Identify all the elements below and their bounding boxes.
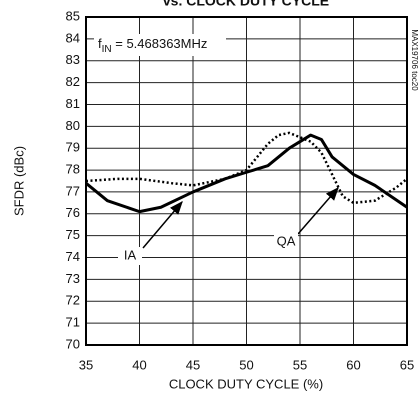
- chart-title: vs. CLOCK DUTY CYCLE: [163, 0, 329, 9]
- annotation-part: IN: [102, 44, 112, 55]
- y-tick-label: 70: [66, 336, 80, 351]
- annotation-part: = 5.468363MHz: [112, 36, 208, 51]
- y-tick-label: 85: [66, 8, 80, 23]
- y-tick-label: 71: [66, 315, 80, 330]
- annotation: fIN = 5.468363MHz: [98, 36, 207, 54]
- series-label: QA: [277, 233, 296, 248]
- series-line: [85, 131, 408, 205]
- annotation-part: f: [98, 36, 102, 51]
- pointer-arrow: [142, 200, 183, 249]
- y-tick-label: 81: [66, 96, 80, 111]
- x-tick-label: 55: [293, 357, 307, 372]
- y-tick-label: 76: [66, 205, 80, 220]
- y-tick-label: 74: [66, 249, 80, 264]
- y-tick-label: 73: [66, 271, 80, 286]
- y-tick-label: 84: [66, 30, 80, 45]
- x-tick-label: 60: [346, 357, 360, 372]
- y-tick-label: 82: [66, 74, 80, 89]
- x-tick-label: 45: [186, 357, 200, 372]
- y-axis-label: SFDR (dBc): [11, 146, 26, 216]
- y-tick-label: 75: [66, 227, 80, 242]
- label-bg: [274, 233, 298, 251]
- annotation-bg: [94, 34, 226, 56]
- y-tick-label: 78: [66, 162, 80, 177]
- side-note: MAX19706 toc20: [410, 29, 419, 91]
- x-tick-label: 65: [400, 357, 414, 372]
- y-tick-label: 77: [66, 183, 80, 198]
- series-line: [85, 133, 408, 214]
- y-tick-label: 72: [66, 293, 80, 308]
- x-axis-label: CLOCK DUTY CYCLE (%): [169, 376, 323, 391]
- label-bg: [118, 247, 142, 265]
- series-label: IA: [124, 247, 137, 262]
- x-tick-label: 35: [79, 357, 93, 372]
- y-tick-label: 79: [66, 140, 80, 155]
- x-tick-label: 40: [132, 357, 146, 372]
- x-tick-label: 50: [239, 357, 253, 372]
- y-tick-label: 83: [66, 52, 80, 67]
- y-tick-label: 80: [66, 118, 80, 133]
- pointer-arrow: [297, 186, 339, 235]
